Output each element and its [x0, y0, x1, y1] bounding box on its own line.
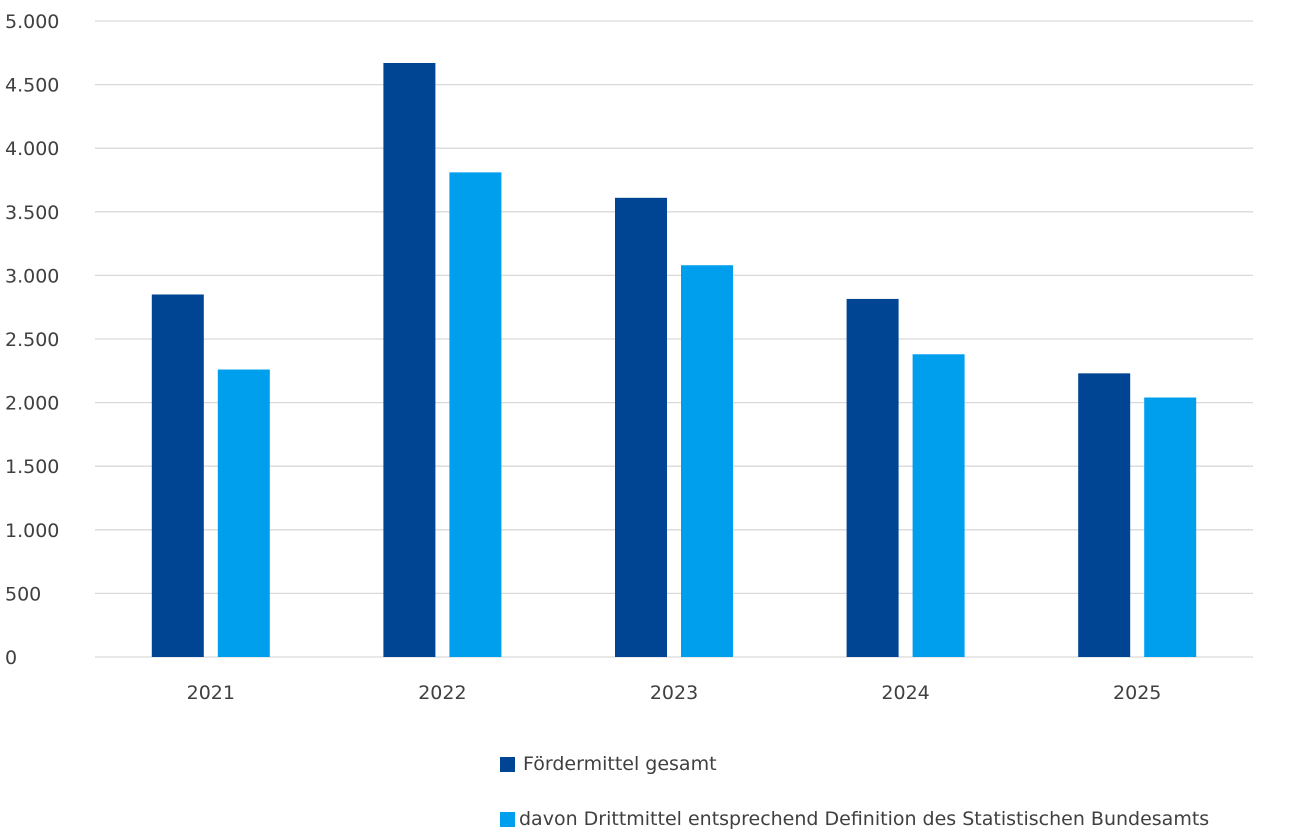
x-tick-label-2021: 2021	[187, 682, 235, 704]
y-tick-label: 500	[5, 583, 41, 605]
y-tick-label: 1.000	[5, 520, 59, 542]
bar-series-1-2021	[151, 294, 204, 657]
x-tick-label-2025: 2025	[1113, 682, 1161, 704]
x-axis-ticks: 2021 2022 2023 2024 2025	[187, 682, 1162, 704]
bar-chart: 0 500 1.000 1.500 2.000 2.500 3.000 3.500 4.000 4…	[5, 11, 1253, 704]
y-tick-label: 4.000	[5, 138, 59, 160]
bar-series-2-2021	[217, 369, 270, 657]
legend-label-series-2: davon Drittmittel entsprechend Definitio…	[519, 808, 1210, 830]
gridlines	[95, 20, 1253, 658]
y-tick-label: 3.500	[5, 202, 59, 224]
x-tick-label-2022: 2022	[418, 682, 466, 704]
legend-item-series-1: Fördermittel gesamt	[500, 753, 717, 775]
y-tick-label: 1.500	[5, 456, 59, 478]
bar-series-1-2024	[846, 298, 899, 657]
y-tick-label: 3.000	[5, 265, 59, 287]
legend-swatch-series-2	[500, 811, 515, 827]
bar-series-2-2025	[1144, 397, 1197, 657]
y-tick-label: 5.000	[5, 11, 59, 33]
bar-series-1-2022	[383, 62, 436, 657]
legend-swatch-series-1	[500, 756, 515, 772]
bar-series-2-2024	[912, 354, 965, 657]
bar-series-1-2023	[615, 197, 667, 658]
y-axis-ticks: 0 500 1.000 1.500 2.000 2.500 3.000 3.500 4.000 4…	[5, 11, 59, 669]
y-tick-label: 4.500	[5, 75, 59, 97]
bars	[151, 62, 1197, 658]
y-tick-label: 0	[5, 647, 17, 669]
legend-label-series-1: Fördermittel gesamt	[523, 753, 717, 775]
bar-series-2-2023	[681, 265, 733, 657]
y-tick-label: 2.000	[5, 393, 59, 415]
x-tick-label-2023: 2023	[650, 682, 698, 704]
legend-item-series-2: davon Drittmittel entsprechend Definitio…	[500, 808, 1209, 830]
x-tick-label-2024: 2024	[881, 682, 929, 704]
bar-series-1-2025	[1078, 373, 1131, 657]
bar-series-2-2022	[449, 172, 502, 658]
y-tick-label: 2.500	[5, 329, 59, 351]
